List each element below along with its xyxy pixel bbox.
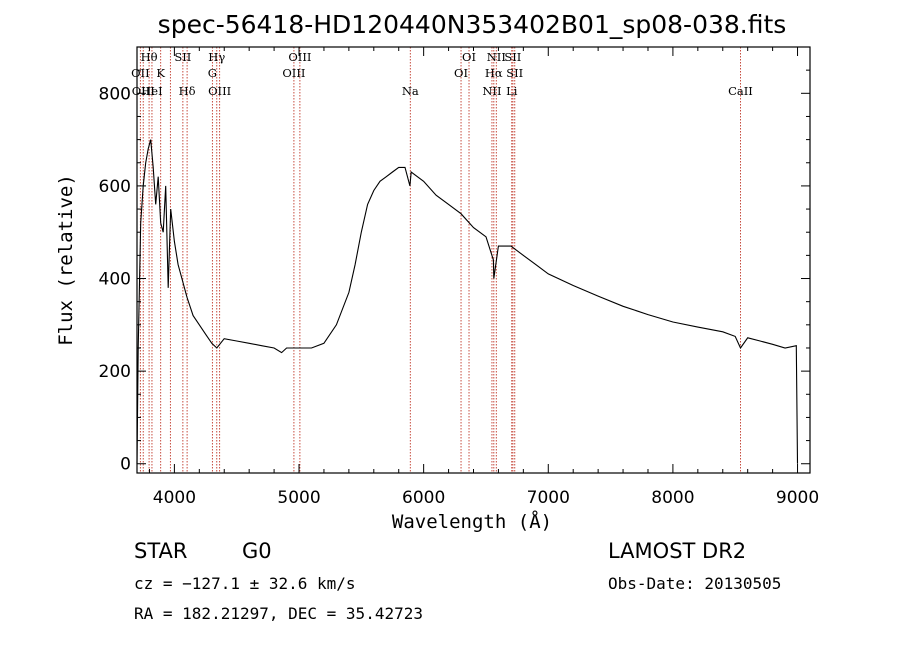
object-subclass: G0 xyxy=(242,539,272,563)
marker-label: OI xyxy=(462,50,476,64)
spectrum-line xyxy=(136,139,799,464)
x-tick-label: 5000 xyxy=(277,488,320,508)
marker-label: Hγ xyxy=(208,50,225,64)
y-axis-label: Flux (relative) xyxy=(55,174,77,346)
observation-date: Obs-Date: 20130505 xyxy=(608,574,781,593)
plot-frame xyxy=(136,46,811,474)
marker-label: HeI xyxy=(141,84,162,98)
marker-label: OIII xyxy=(208,84,231,98)
y-tick-label: 400 xyxy=(99,270,131,290)
marker-label: K xyxy=(156,66,165,80)
marker-label: NII xyxy=(482,84,501,98)
marker-label: CaII xyxy=(728,84,753,98)
x-axis-ticks: 4000 5000 6000 7000 8000 9000 xyxy=(148,47,819,508)
y-tick-label: 200 xyxy=(99,362,131,382)
x-tick-label: 8000 xyxy=(651,488,694,508)
redshift-velocity: cz = −127.1 ± 32.6 km/s xyxy=(134,574,356,593)
x-axis-label: Wavelength (Å) xyxy=(392,510,552,533)
marker-label: OIII xyxy=(288,50,311,64)
marker-label: SII xyxy=(174,50,191,64)
marker-label: Hα xyxy=(485,66,503,80)
emission-line-markers xyxy=(139,47,741,473)
marker-label: Hθ xyxy=(141,50,158,64)
marker-label: SII xyxy=(506,66,523,80)
object-class: STAR xyxy=(134,539,187,563)
x-tick-label: 9000 xyxy=(776,488,819,508)
emission-line-labels: OIIOIIIHθHeIKSIIHδGHγOIIIOIIIOIIINaOIOIN… xyxy=(131,50,753,98)
marker-label: Na xyxy=(402,84,419,98)
marker-label: NII xyxy=(487,50,506,64)
y-tick-label: 600 xyxy=(99,177,131,197)
y-tick-label: 800 xyxy=(99,84,131,104)
sky-coordinates: RA = 182.21297, DEC = 35.42723 xyxy=(134,604,423,623)
y-axis-ticks: 0 200 400 600 800 xyxy=(99,69,810,475)
marker-label: Hδ xyxy=(179,84,196,98)
y-tick-label: 0 xyxy=(120,455,131,475)
marker-label: OII xyxy=(131,66,150,80)
chart-title: spec-56418-HD120440N353402B01_sp08-038.f… xyxy=(158,10,787,39)
marker-label: OI xyxy=(454,66,468,80)
marker-label: G xyxy=(208,66,217,80)
x-tick-label: 4000 xyxy=(153,488,196,508)
marker-label: OIII xyxy=(282,66,305,80)
marker-label: SII xyxy=(504,50,521,64)
x-tick-label: 7000 xyxy=(527,488,570,508)
x-tick-label: 6000 xyxy=(402,488,445,508)
survey-name: LAMOST DR2 xyxy=(608,539,746,563)
marker-label: Li xyxy=(506,84,518,98)
